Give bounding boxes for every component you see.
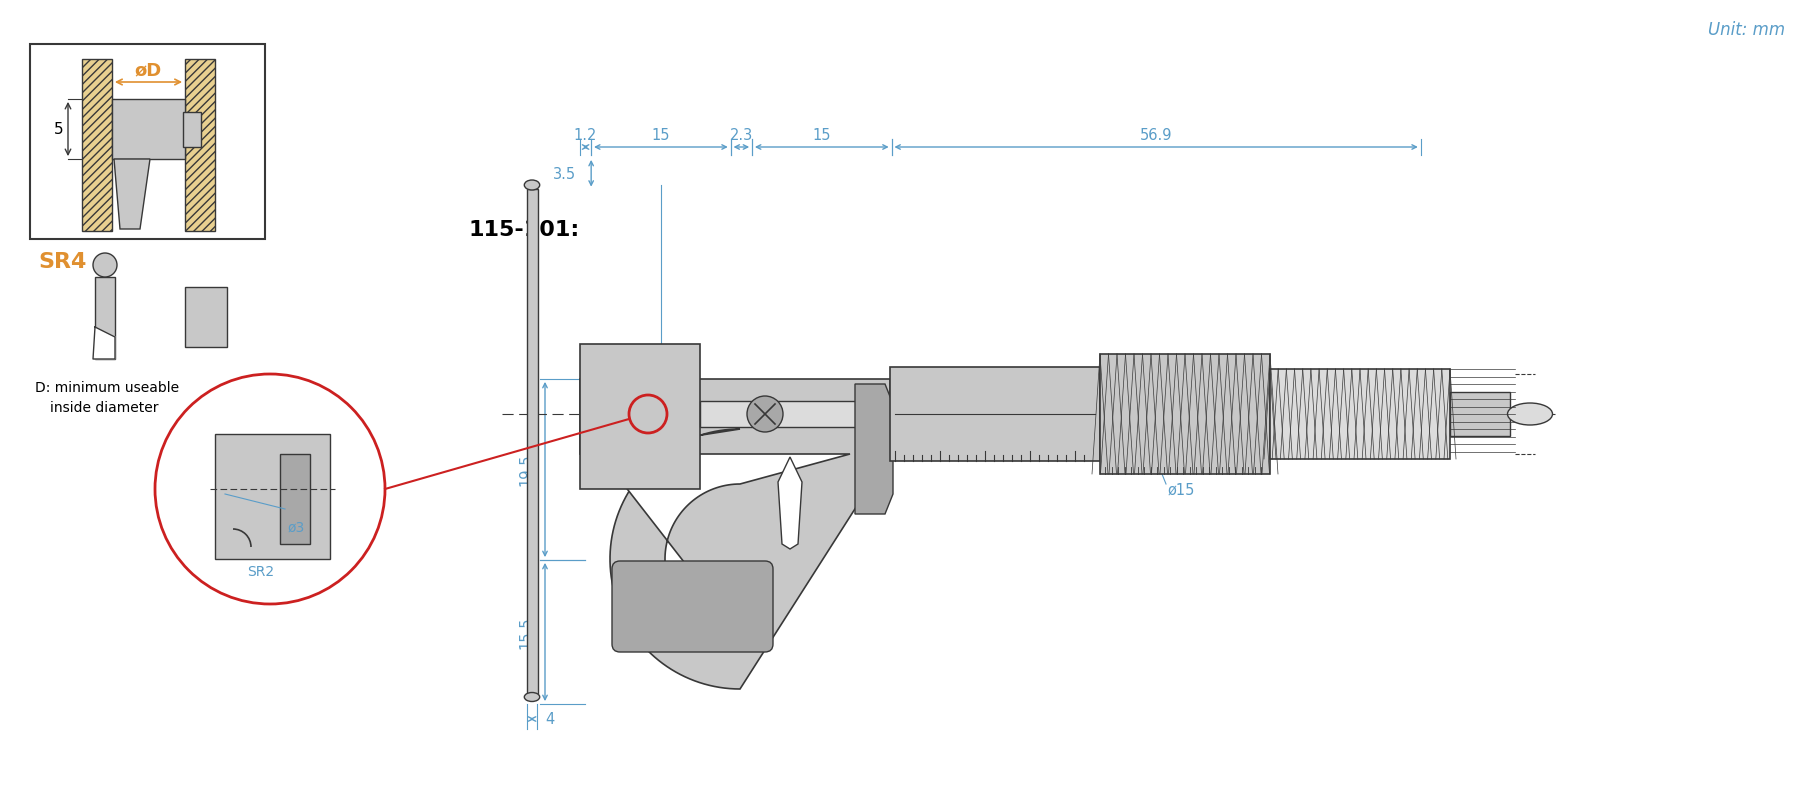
Ellipse shape (525, 693, 539, 702)
Circle shape (94, 254, 117, 278)
Bar (186, 60, 215, 232)
Bar (81, 60, 112, 232)
Text: 56.9: 56.9 (1140, 128, 1173, 143)
Circle shape (747, 397, 783, 433)
Text: 1.2: 1.2 (283, 417, 307, 430)
Polygon shape (581, 380, 889, 689)
Bar (889, 368, 1100, 462)
Text: 3.5: 3.5 (554, 166, 575, 181)
Text: 4: 4 (545, 711, 554, 727)
Bar (700, 402, 1129, 427)
FancyBboxPatch shape (612, 561, 772, 652)
Bar (581, 344, 700, 489)
Polygon shape (94, 328, 115, 360)
Bar (96, 278, 115, 360)
Text: 19.5: 19.5 (518, 453, 532, 486)
Text: D: minimum useable: D: minimum useable (34, 381, 179, 394)
Bar (31, 45, 265, 240)
Text: 1.2: 1.2 (574, 128, 597, 143)
Text: 15.5: 15.5 (518, 616, 532, 649)
Text: Unit: mm: Unit: mm (1708, 21, 1784, 39)
Text: inside diameter: inside diameter (51, 401, 159, 414)
Text: 2.3: 2.3 (731, 128, 752, 143)
Text: 5: 5 (54, 122, 63, 137)
Polygon shape (114, 160, 150, 230)
Bar (182, 113, 200, 148)
Ellipse shape (155, 374, 384, 604)
Text: SR2: SR2 (247, 565, 274, 578)
Polygon shape (601, 454, 850, 634)
Polygon shape (778, 458, 803, 549)
Ellipse shape (1508, 403, 1553, 426)
Text: 15: 15 (651, 128, 669, 143)
Text: ø3: ø3 (289, 520, 305, 534)
Ellipse shape (525, 181, 539, 191)
Bar (112, 100, 186, 160)
Bar (527, 190, 538, 694)
Text: 115-101:: 115-101: (467, 220, 579, 240)
Bar (186, 287, 227, 348)
Text: ø15: ø15 (1167, 482, 1196, 497)
Text: øD: øD (133, 61, 162, 79)
Bar (1100, 355, 1270, 475)
Bar (215, 434, 330, 560)
Polygon shape (855, 385, 893, 515)
Text: SR4: SR4 (38, 251, 87, 271)
Bar (1270, 369, 1450, 459)
Text: ø6.35
(spindle): ø6.35 (spindle) (653, 358, 680, 417)
Bar (1450, 393, 1510, 437)
Bar (280, 454, 310, 544)
Text: 15: 15 (812, 128, 832, 143)
